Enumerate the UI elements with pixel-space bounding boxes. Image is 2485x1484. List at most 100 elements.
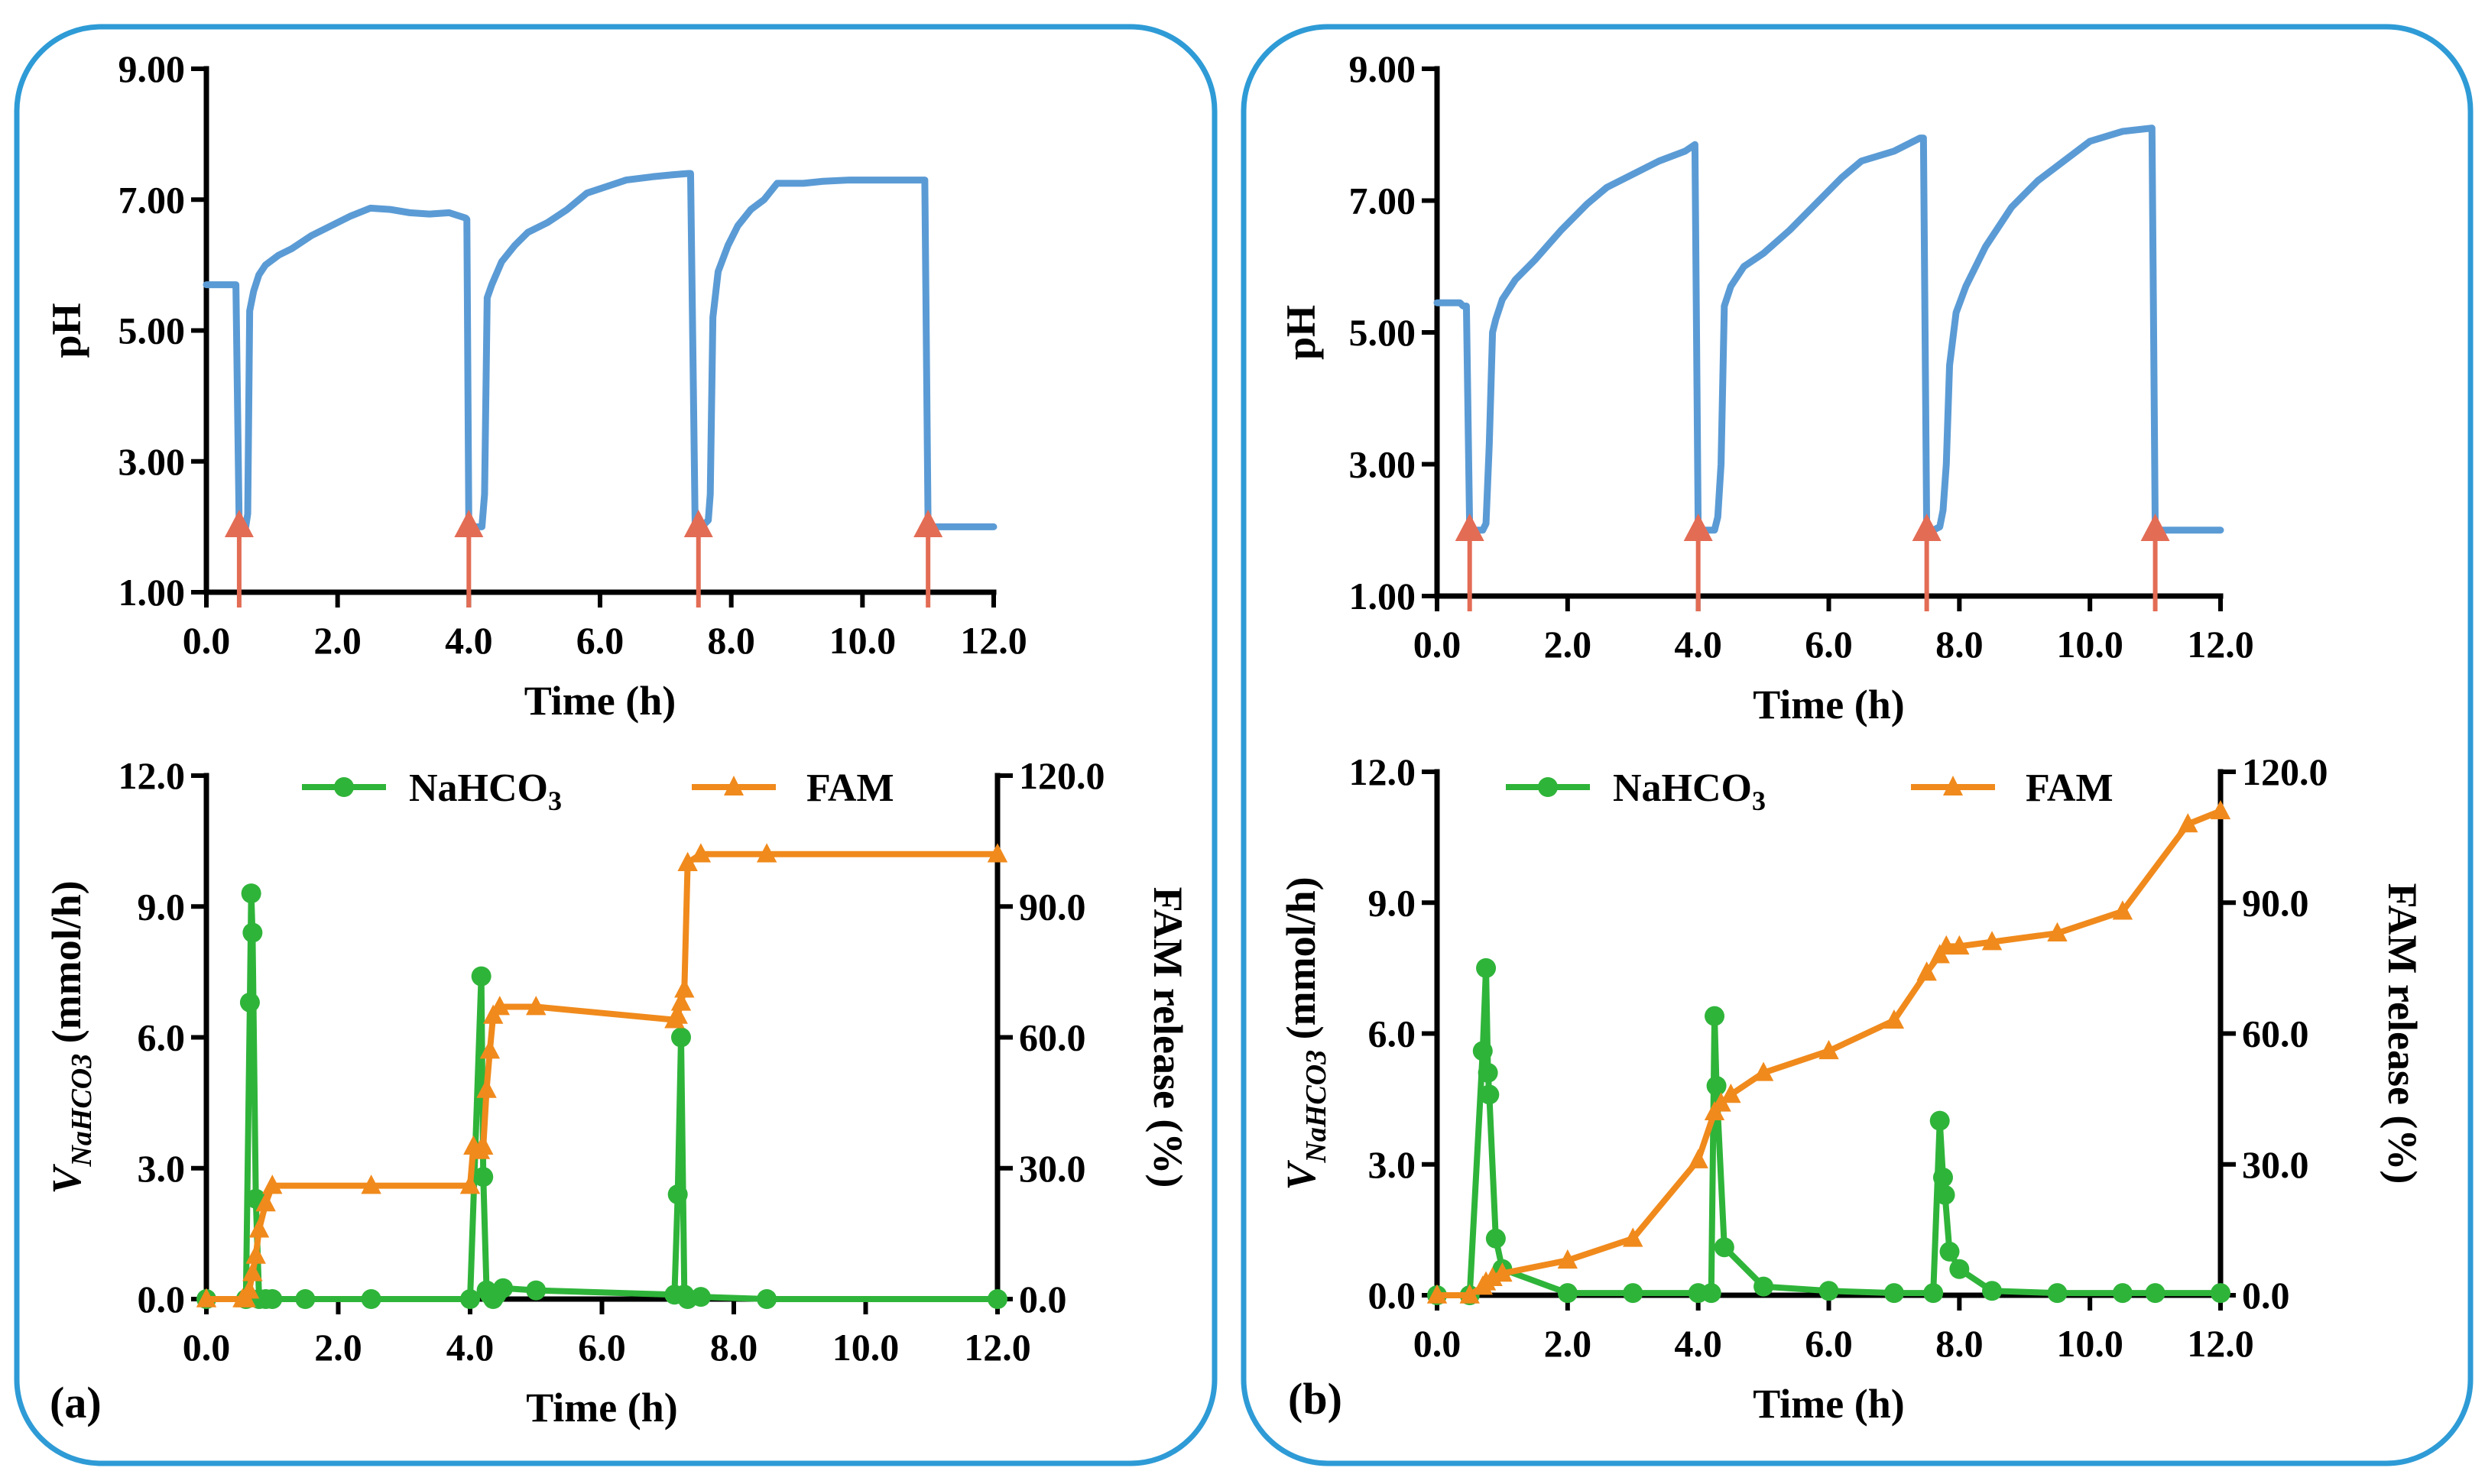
nahco3-point	[2145, 1283, 2165, 1304]
x-tick-label: 4.0	[446, 1326, 495, 1369]
nahco3-point	[262, 1289, 283, 1309]
x-tick-label: 8.0	[710, 1326, 758, 1369]
fam-point	[1883, 1009, 1905, 1029]
nahco3-point	[460, 1289, 480, 1309]
nahco3-point	[1753, 1276, 1774, 1297]
nahco3-point	[1939, 1241, 1960, 1262]
fam-point	[196, 1288, 217, 1307]
nahco3-point	[690, 1287, 711, 1307]
fam-point	[1492, 1262, 1513, 1282]
y2-tick-label: 120.0	[1019, 754, 1105, 797]
nahco3-point	[671, 1027, 691, 1048]
y-axis-label: pH	[1278, 305, 1324, 360]
y-tick-label: 9.00	[1349, 47, 1416, 90]
x-tick-label: 4.0	[1674, 1322, 1722, 1365]
y-tick-label: 5.00	[1349, 311, 1416, 354]
nahco3-point	[526, 1280, 547, 1301]
fam-point	[1426, 1284, 1448, 1304]
y-tick-label: 3.0	[138, 1147, 186, 1190]
fam-point	[473, 1135, 494, 1155]
fam-point	[248, 1218, 270, 1238]
x-tick-label: 6.0	[1805, 1322, 1853, 1365]
x-tick-label: 10.0	[832, 1326, 900, 1369]
series-line-ph	[1433, 125, 2224, 534]
x-tick-label: 8.0	[1935, 623, 1984, 666]
nahco3-point	[1557, 1283, 1578, 1304]
x-tick-label: 4.0	[445, 619, 493, 662]
y2-axis-label: FAM release (%)	[2380, 883, 2425, 1184]
x-tick-label: 0.0	[1413, 623, 1461, 666]
y-tick-label: 7.00	[118, 178, 186, 221]
x-tick-label: 12.0	[964, 1326, 1031, 1369]
y2-tick-label: 30.0	[2242, 1143, 2309, 1186]
y-tick-label: 9.0	[1368, 881, 1416, 924]
dosing-arrow-head	[683, 510, 713, 537]
y-tick-label: 12.0	[118, 754, 186, 797]
nahco3-point	[1929, 1110, 1950, 1131]
panel-b-frame	[1241, 24, 2474, 1466]
chart-a_ph: 0.0 2.0 4.0 6.0 8.0 10.0 12.0 1.00 3.00 5.00 7.00 9…	[44, 47, 1027, 724]
nahco3-point	[1701, 1283, 1721, 1304]
fam-point	[1753, 1061, 1774, 1081]
y-axis-label-sub: NaHCO3	[1300, 1050, 1332, 1164]
x-tick-label: 12.0	[2187, 623, 2254, 666]
nahco3-point	[667, 1184, 688, 1204]
fam-point	[1623, 1227, 1643, 1247]
nahco3-point	[1478, 1062, 1498, 1083]
nahco3-point	[1623, 1283, 1643, 1304]
x-tick-label: 2.0	[313, 619, 362, 662]
dosing-arrow-head	[1455, 514, 1484, 541]
legend-nahco3-text: NaHCO	[1613, 766, 1752, 810]
series-line-nahco3	[1434, 964, 2224, 1298]
panel-label: (a)	[50, 1378, 102, 1427]
fam-point	[756, 843, 777, 863]
fam-point	[489, 996, 511, 1016]
legend-nahco3-marker	[334, 777, 354, 797]
nahco3-point	[1818, 1281, 1839, 1301]
nahco3-point	[757, 1289, 777, 1309]
y2-tick-label: 90.0	[2242, 881, 2309, 924]
x-tick-label: 2.0	[1544, 623, 1592, 666]
x-tick-label: 0.0	[183, 619, 231, 662]
x-tick-label: 12.0	[960, 619, 1027, 662]
series-line-nahco3	[203, 890, 1001, 1302]
fam-point	[1459, 1284, 1480, 1304]
x-tick-label: 8.0	[707, 619, 755, 662]
fam-point	[1711, 1092, 1731, 1112]
y-tick-label: 12.0	[1349, 750, 1416, 793]
x-tick-label: 10.0	[2056, 1322, 2123, 1365]
fam-point	[2112, 900, 2133, 920]
legend-nahco3-sub: 3	[1752, 786, 1766, 816]
nahco3-point	[2211, 1283, 2230, 1304]
x-tick-label: 10.0	[829, 619, 897, 662]
fam-point	[1688, 1149, 1708, 1168]
x-tick-label: 2.0	[314, 1326, 362, 1369]
y-tick-label: 3.0	[1368, 1143, 1416, 1186]
nahco3-point	[1949, 1259, 1970, 1279]
fam-point	[1721, 1084, 1741, 1103]
nahco3-point	[1485, 1228, 1506, 1249]
panel-a-frame	[14, 24, 1218, 1466]
nahco3-point	[295, 1289, 316, 1309]
x-axis-label: Time (h)	[526, 1385, 678, 1431]
x-tick-label: 6.0	[1805, 623, 1853, 666]
fam-point	[1949, 935, 1970, 955]
y-tick-label: 9.00	[118, 47, 186, 90]
legend-nahco3-marker	[1538, 777, 1558, 797]
y-tick-label: 0.0	[138, 1278, 186, 1320]
y-axis-label-units: (mmol/h)	[1278, 876, 1324, 1049]
nahco3-point	[1476, 957, 1497, 978]
nahco3-point	[1714, 1237, 1734, 1258]
y-tick-label: 9.0	[138, 885, 186, 928]
y-tick-label: 1.00	[118, 571, 186, 614]
fam-point	[479, 1039, 501, 1059]
chart-b_ph: 0.0 2.0 4.0 6.0 8.0 10.0 12.0 1.00 3.00 5.00 7.00 9…	[1278, 47, 2254, 727]
dosing-arrow-head	[454, 510, 484, 537]
fam-point	[2210, 799, 2231, 820]
y-tick-label: 7.00	[1349, 180, 1416, 222]
fam-point	[255, 1192, 276, 1212]
y-tick-label: 3.00	[118, 440, 186, 483]
nahco3-point	[1479, 1084, 1500, 1105]
fam-point	[1557, 1249, 1578, 1269]
y-tick-label: 5.00	[118, 309, 186, 352]
